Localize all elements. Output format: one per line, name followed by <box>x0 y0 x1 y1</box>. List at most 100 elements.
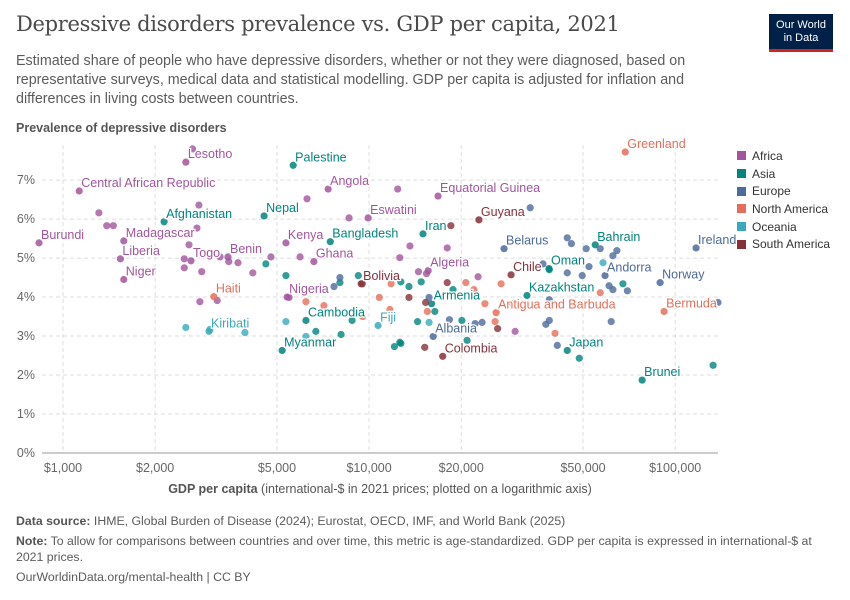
x-axis-label-detail: (international-$ in 2021 prices; plotted… <box>257 482 592 496</box>
data-point-greenland <box>621 148 629 156</box>
footer-url[interactable]: OurWorldinData.org/mental-health | CC BY <box>16 570 251 584</box>
point-label: Bangladesh <box>332 227 398 241</box>
data-point <box>470 286 478 294</box>
data-point-colombia <box>439 352 447 360</box>
legend: Africa Asia Europe North America Oceania Sout… <box>737 147 830 253</box>
data-point <box>425 293 433 302</box>
data-point-madagascar <box>120 237 128 245</box>
data-point <box>463 336 471 344</box>
data-point-japan <box>563 346 571 355</box>
point-label: Armenia <box>434 289 481 303</box>
data-point <box>526 204 534 212</box>
point-label: Bahrain <box>597 230 640 244</box>
series-africa <box>35 145 519 335</box>
data-point <box>511 327 519 335</box>
data-point <box>596 245 604 253</box>
data-point-nepal <box>260 212 268 220</box>
point-label: Burundi <box>41 228 84 242</box>
point-label: Guyana <box>481 205 525 219</box>
point-label: Antigua and Barbuda <box>498 298 616 312</box>
data-point-eswatini <box>364 214 372 222</box>
data-point <box>425 318 433 326</box>
x-tick-label: $2,000 <box>136 461 174 475</box>
point-label: Colombia <box>445 341 498 355</box>
data-point <box>320 302 328 310</box>
data-point <box>396 254 404 262</box>
legend-swatch <box>737 169 746 179</box>
legend-item[interactable]: Oceania <box>737 218 830 236</box>
data-point <box>478 318 486 326</box>
data-point <box>491 318 499 326</box>
legend-item[interactable]: Asia <box>737 165 830 183</box>
data-point <box>262 260 270 268</box>
point-label: Bermuda <box>666 296 717 310</box>
x-tick-label: $10,000 <box>346 461 391 475</box>
series-south-america <box>357 216 517 360</box>
data-point-palestine <box>289 161 297 169</box>
data-point <box>195 201 203 209</box>
data-point-bahrain <box>591 241 599 249</box>
data-point <box>481 300 489 308</box>
data-point <box>185 241 193 249</box>
chart-subtitle: Estimated share of people who have depre… <box>16 53 686 107</box>
data-point <box>578 272 586 280</box>
data-point <box>249 269 257 277</box>
data-point <box>405 293 413 302</box>
y-tick-label: 4% <box>17 290 35 304</box>
data-point-iran <box>419 230 427 238</box>
data-point <box>458 316 466 325</box>
legend-label: Asia <box>752 166 776 181</box>
data-point <box>282 318 290 326</box>
data-point-andorra <box>601 272 609 280</box>
note-text: To allow for comparisons between countri… <box>16 534 812 564</box>
data-point <box>474 273 482 281</box>
x-tick-label: $100,000 <box>649 461 701 475</box>
data-point-bermuda <box>660 307 668 316</box>
data-point <box>180 264 188 272</box>
data-point <box>193 224 201 232</box>
data-point <box>609 286 617 294</box>
data-point <box>449 286 457 294</box>
data-point <box>345 214 353 222</box>
legend-item[interactable]: South America <box>737 235 830 253</box>
data-point <box>336 279 344 287</box>
data-point <box>551 329 559 337</box>
data-point <box>609 252 617 260</box>
owid-logo[interactable]: Our World in Data <box>769 14 833 52</box>
data-point-burundi <box>35 239 43 247</box>
legend-item[interactable]: Africa <box>737 147 830 165</box>
data-point <box>414 268 423 276</box>
y-tick-label: 3% <box>17 329 35 343</box>
x-tick-label: $50,000 <box>560 461 605 475</box>
data-point <box>267 253 275 261</box>
legend-item[interactable]: North America <box>737 200 830 218</box>
data-point <box>494 325 502 333</box>
data-point-ghana <box>310 257 318 266</box>
point-label: Norway <box>662 268 705 282</box>
legend-swatch <box>737 186 746 196</box>
legend-item[interactable]: Europe <box>737 182 830 200</box>
chart-title: Depressive disorders prevalence vs. GDP … <box>16 12 620 36</box>
data-point <box>312 327 320 335</box>
point-label: Belarus <box>506 234 548 248</box>
data-point-cambodia <box>302 316 310 325</box>
point-label: Fiji <box>380 311 396 325</box>
data-point-fiji <box>374 321 382 330</box>
point-label: Cambodia <box>308 305 365 319</box>
data-point <box>422 298 430 307</box>
data-point <box>359 312 367 321</box>
point-label: Iran <box>425 219 447 233</box>
data-point <box>623 287 631 295</box>
point-label: Bolivia <box>363 269 400 283</box>
data-point <box>443 279 451 287</box>
data-point <box>567 240 575 248</box>
data-point <box>198 268 206 276</box>
data-point <box>471 319 479 328</box>
data-point-afghanistan <box>160 218 168 226</box>
data-point <box>405 282 413 291</box>
data-point <box>95 209 103 217</box>
y-tick-label: 5% <box>17 251 35 265</box>
data-source: Data source: IHME, Global Burden of Dise… <box>16 513 816 529</box>
data-point <box>545 296 553 304</box>
